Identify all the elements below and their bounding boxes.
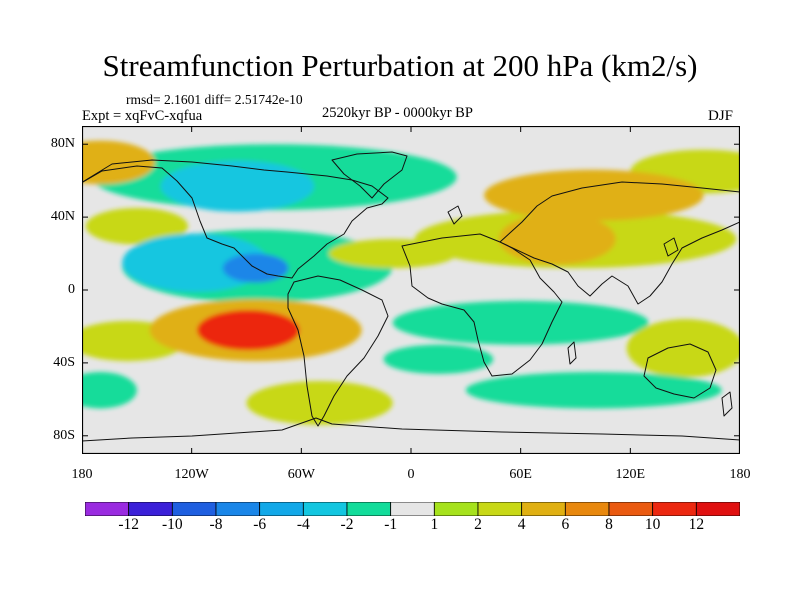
colorbar-swatch bbox=[171, 502, 217, 516]
coastline-antarctica bbox=[82, 417, 740, 442]
coastline-japan bbox=[663, 237, 679, 257]
coastline-africa-eurasia bbox=[401, 181, 740, 377]
colorbar-swatch bbox=[608, 502, 654, 516]
coastline-north-america bbox=[82, 159, 389, 279]
chart-title: Streamfunction Perturbation at 200 hPa (… bbox=[102, 48, 698, 83]
colorbar-swatch bbox=[433, 502, 479, 516]
colorbar-label: 6 bbox=[561, 516, 570, 533]
streamfunction-map bbox=[82, 126, 740, 454]
colorbar-label: 8 bbox=[605, 516, 613, 533]
colorbar-label: -8 bbox=[209, 516, 223, 533]
coastline-greenland bbox=[331, 151, 408, 199]
season-label: DJF bbox=[708, 108, 734, 124]
anomaly-region bbox=[82, 140, 156, 185]
colorbar-label: 10 bbox=[644, 516, 661, 533]
colorbar-label: -1 bbox=[384, 516, 398, 533]
coastline-new-zealand bbox=[721, 391, 733, 417]
colorbar-swatch bbox=[652, 502, 697, 516]
anomaly-region bbox=[465, 372, 722, 409]
anomaly-region bbox=[82, 372, 137, 409]
experiment-label: Expt = xqFvC-xqfua bbox=[82, 108, 203, 124]
lat-tick-label: 0 bbox=[68, 282, 75, 297]
period-label: 2520kyr BP - 0000kyr BP bbox=[322, 105, 473, 121]
coastline-australia bbox=[643, 343, 717, 399]
coastline-madagascar bbox=[567, 341, 577, 365]
colorbar-label: 12 bbox=[688, 516, 705, 533]
lat-tick-label: 40N bbox=[50, 209, 75, 225]
colorbar-label: -4 bbox=[296, 516, 310, 533]
lon-tick-label: 180 bbox=[729, 467, 751, 482]
colorbar-label: -6 bbox=[253, 516, 267, 533]
lon-tick-label: 120W bbox=[174, 467, 209, 482]
anomaly-south-america-high bbox=[197, 310, 300, 351]
colorbar-swatch bbox=[477, 502, 523, 516]
anomaly-region bbox=[392, 300, 649, 345]
lat-tick-label: 40S bbox=[53, 354, 75, 370]
anomaly-region bbox=[383, 344, 494, 374]
coastline-south-america bbox=[287, 275, 389, 427]
colorbar-label: -2 bbox=[340, 516, 354, 533]
colorbar bbox=[85, 502, 740, 516]
anomaly-region bbox=[246, 381, 393, 425]
coastline-uk bbox=[447, 205, 463, 225]
lon-tick-label: 180 bbox=[71, 467, 93, 482]
colorbar-swatch bbox=[390, 502, 435, 516]
colorbar-swatch bbox=[346, 502, 392, 516]
colorbar-swatch bbox=[521, 502, 566, 516]
colorbar-label: 4 bbox=[517, 516, 526, 533]
colorbar-swatch bbox=[564, 502, 610, 516]
lon-tick-label: 60W bbox=[287, 467, 315, 482]
anomaly-region bbox=[626, 319, 740, 378]
anomaly-region bbox=[328, 238, 457, 269]
anomaly-region bbox=[484, 169, 704, 221]
lat-tick-label: 80N bbox=[50, 136, 75, 152]
lon-tick-label: 120E bbox=[615, 467, 646, 482]
lon-tick-label: 0 bbox=[407, 467, 415, 482]
colorbar-swatch bbox=[695, 502, 740, 516]
anomaly-region bbox=[160, 160, 315, 212]
lon-tick-label: 60E bbox=[509, 467, 532, 482]
colorbar-label: 1 bbox=[430, 516, 439, 533]
anomaly-region bbox=[498, 213, 616, 265]
colorbar-swatch bbox=[259, 502, 304, 516]
colorbar-swatch bbox=[215, 502, 261, 516]
colorbar-swatch bbox=[128, 502, 173, 516]
colorbar-swatch bbox=[302, 502, 348, 516]
colorbar-label: -10 bbox=[161, 516, 183, 533]
colorbar-swatch bbox=[85, 502, 130, 516]
colorbar-label: 2 bbox=[474, 516, 482, 533]
statistics-label: rmsd= 2.1601 diff= 2.51742e-10 bbox=[126, 92, 303, 107]
lat-tick-label: 80S bbox=[53, 427, 75, 443]
colorbar-label: -12 bbox=[118, 516, 139, 533]
anomaly-region bbox=[85, 208, 189, 245]
